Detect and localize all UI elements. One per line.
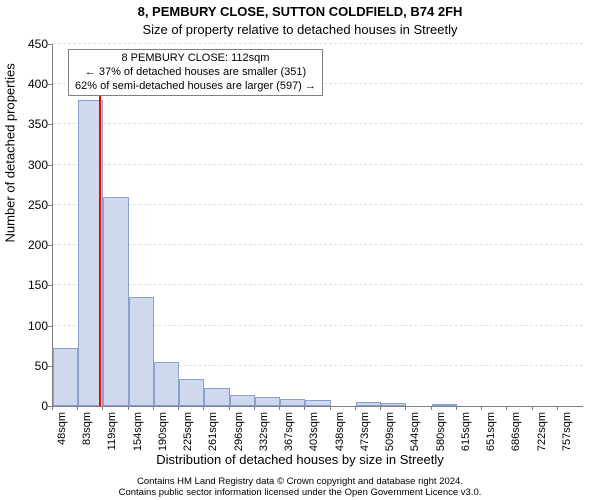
grid-line-y xyxy=(53,43,583,44)
x-tick-mark xyxy=(355,406,356,410)
y-tick-label: 200 xyxy=(8,239,48,251)
y-tick-label: 250 xyxy=(8,199,48,211)
grid-line-y xyxy=(53,244,583,245)
x-tick-mark xyxy=(52,406,53,410)
x-tick-label: 332sqm xyxy=(258,412,270,452)
x-tick-mark xyxy=(532,406,533,410)
x-tick-label: 438sqm xyxy=(334,412,346,452)
y-tick-label: 0 xyxy=(8,400,48,412)
histogram-bar xyxy=(381,403,406,406)
annotation-line2: ← 37% of detached houses are smaller (35… xyxy=(75,66,316,80)
x-tick-label: 367sqm xyxy=(283,412,295,452)
x-tick-mark xyxy=(380,406,381,410)
y-tick-label: 400 xyxy=(8,78,48,90)
grid-line-y xyxy=(53,284,583,285)
x-tick-mark xyxy=(128,406,129,410)
histogram-bar xyxy=(53,348,78,406)
x-tick-label: 261sqm xyxy=(207,412,219,452)
histogram-bar xyxy=(280,399,305,406)
x-tick-mark xyxy=(456,406,457,410)
histogram-bar xyxy=(356,402,381,406)
x-tick-mark xyxy=(279,406,280,410)
chart-subtitle: Size of property relative to detached ho… xyxy=(0,22,600,37)
footer: Contains HM Land Registry data © Crown c… xyxy=(0,477,600,499)
y-tick-label: 350 xyxy=(8,118,48,130)
x-tick-mark xyxy=(481,406,482,410)
grid-line-y xyxy=(53,164,583,165)
annotation-line1: 8 PEMBURY CLOSE: 112sqm xyxy=(75,52,316,66)
histogram-bar xyxy=(129,297,154,406)
histogram-bar xyxy=(179,379,204,406)
histogram-bar xyxy=(230,395,255,406)
grid-line-y xyxy=(53,204,583,205)
x-tick-mark xyxy=(330,406,331,410)
x-tick-mark xyxy=(254,406,255,410)
chart-container: 8, PEMBURY CLOSE, SUTTON COLDFIELD, B74 … xyxy=(0,0,600,500)
x-tick-label: 225sqm xyxy=(182,412,194,452)
x-axis-label: Distribution of detached houses by size … xyxy=(0,452,600,467)
x-tick-mark xyxy=(77,406,78,410)
x-tick-label: 722sqm xyxy=(536,412,548,452)
y-tick-label: 50 xyxy=(8,360,48,372)
x-tick-label: 83sqm xyxy=(81,412,93,452)
y-tick-label: 150 xyxy=(8,279,48,291)
x-tick-mark xyxy=(557,406,558,410)
x-tick-label: 757sqm xyxy=(561,412,573,452)
histogram-bar xyxy=(432,404,457,406)
x-tick-label: 686sqm xyxy=(510,412,522,452)
histogram-bar xyxy=(204,388,229,406)
x-tick-mark xyxy=(178,406,179,410)
x-tick-mark xyxy=(153,406,154,410)
x-tick-label: 119sqm xyxy=(106,412,118,452)
y-tick-label: 300 xyxy=(8,159,48,171)
annotation-line3: 62% of semi-detached houses are larger (… xyxy=(75,80,316,94)
histogram-bar xyxy=(103,197,128,406)
plot-area xyxy=(52,44,583,407)
histogram-bar xyxy=(154,362,179,406)
x-tick-label: 154sqm xyxy=(132,412,144,452)
x-tick-label: 615sqm xyxy=(460,412,472,452)
chart-title: 8, PEMBURY CLOSE, SUTTON COLDFIELD, B74 … xyxy=(0,4,600,19)
histogram-bar xyxy=(255,397,280,406)
x-tick-mark xyxy=(102,406,103,410)
y-tick-label: 100 xyxy=(8,320,48,332)
x-tick-mark xyxy=(506,406,507,410)
x-tick-label: 296sqm xyxy=(233,412,245,452)
x-tick-label: 651sqm xyxy=(485,412,497,452)
annotation-box: 8 PEMBURY CLOSE: 112sqm ← 37% of detache… xyxy=(68,49,323,96)
x-tick-mark xyxy=(304,406,305,410)
footer-line2: Contains public sector information licen… xyxy=(0,488,600,499)
x-tick-label: 509sqm xyxy=(384,412,396,452)
x-tick-label: 473sqm xyxy=(359,412,371,452)
grid-line-y xyxy=(53,123,583,124)
y-tick-label: 450 xyxy=(8,38,48,50)
histogram-bar xyxy=(305,400,330,406)
x-tick-label: 544sqm xyxy=(409,412,421,452)
x-tick-label: 403sqm xyxy=(308,412,320,452)
x-tick-mark xyxy=(431,406,432,410)
x-tick-mark xyxy=(405,406,406,410)
x-tick-label: 580sqm xyxy=(435,412,447,452)
x-tick-label: 48sqm xyxy=(56,412,68,452)
marker-line xyxy=(99,55,101,406)
x-tick-mark xyxy=(203,406,204,410)
x-tick-mark xyxy=(229,406,230,410)
x-tick-label: 190sqm xyxy=(157,412,169,452)
